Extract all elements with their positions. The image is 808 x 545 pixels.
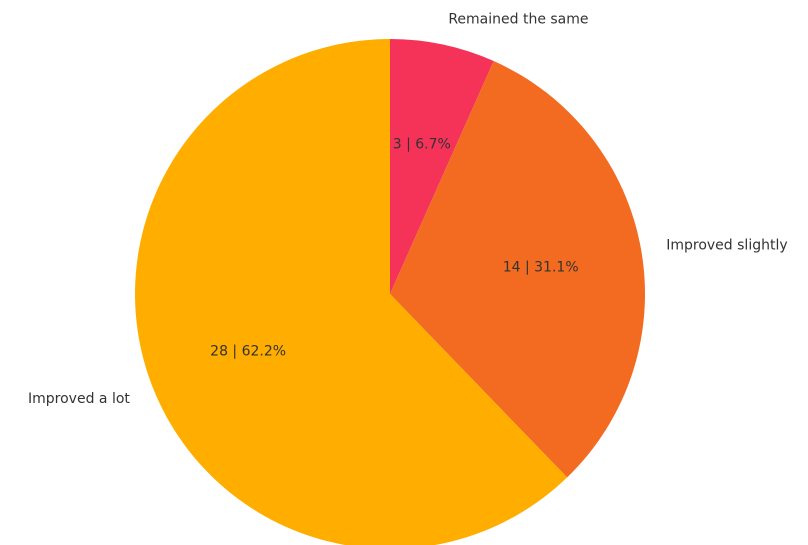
slice-category-label-improved-slightly: Improved slightly xyxy=(666,237,787,253)
slice-category-label-remained-the-same: Remained the same xyxy=(448,12,588,28)
outer-labels-layer: Remained the same Improved slightly Improv… xyxy=(28,12,788,407)
slice-value-label-improved-a-lot: 28 | 62.2% xyxy=(210,343,286,359)
inner-labels-layer: 3 | 6.7% 14 | 31.1% 28 | 62.2% xyxy=(210,136,578,359)
pie-slice-improved-a-lot xyxy=(135,39,568,545)
slice-category-label-improved-a-lot: Improved a lot xyxy=(28,391,130,407)
pie-slice-improved-slightly xyxy=(390,61,645,478)
pie-slice-remained-the-same xyxy=(390,39,494,294)
slice-value-label-remained-the-same: 3 | 6.7% xyxy=(393,136,451,152)
slice-value-label-improved-slightly: 14 | 31.1% xyxy=(503,259,579,275)
slices-layer xyxy=(135,39,645,545)
